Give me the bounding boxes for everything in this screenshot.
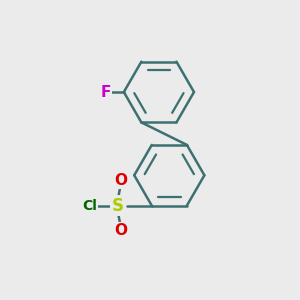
Text: F: F xyxy=(101,85,111,100)
Text: S: S xyxy=(112,196,124,214)
Text: O: O xyxy=(114,224,127,238)
Text: Cl: Cl xyxy=(82,199,97,213)
Text: O: O xyxy=(114,173,127,188)
